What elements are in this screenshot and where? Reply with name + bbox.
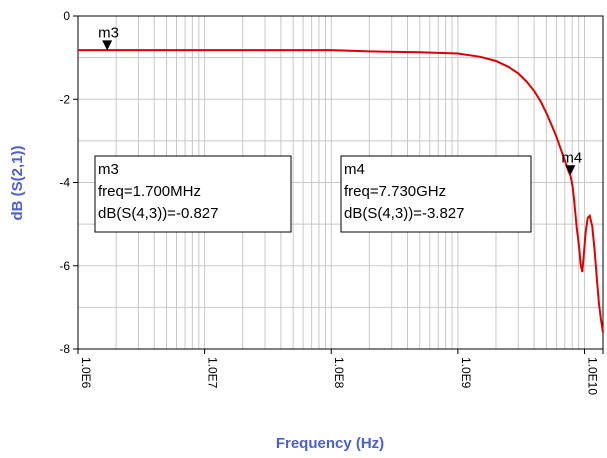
x-axis-ticks: 1.0E6 1.0E7 1.0E8 1.0E9 1.0E10 1.4E10 — [77, 349, 607, 395]
readout-box-m4: m4 freq=7.730GHz dB(S(4,3))=-3.827 — [340, 155, 532, 233]
x-tick-label: 1.4E10 — [604, 357, 607, 395]
marker-label-m3: m3 — [98, 24, 119, 41]
readout-box-border — [340, 155, 532, 233]
y-tick-label: 0 — [63, 9, 70, 23]
readout-line: m4 — [344, 161, 365, 178]
marker-label-m4: m4 — [561, 149, 582, 166]
y-tick-label: -4 — [59, 176, 70, 190]
x-tick-label: 1.0E9 — [459, 357, 473, 389]
marker-readouts: m3 freq=1.700MHz dB(S(4,3))=-0.827 m4 freq=7… — [94, 155, 532, 233]
readout-line: freq=7.730GHz — [344, 183, 446, 200]
marker-triangle-m4 — [565, 165, 576, 176]
readout-line: dB(S(4,3))=-3.827 — [344, 205, 464, 222]
y-tick-label: -6 — [59, 259, 70, 273]
readout-box-border — [94, 155, 292, 233]
markers: m3 m4 — [98, 24, 582, 176]
readout-line: freq=1.700MHz — [98, 183, 201, 200]
x-axis-title: Frequency (Hz) — [276, 435, 384, 452]
y-tick-label: -2 — [59, 92, 70, 106]
y-axis-ticks: 0 -2 -4 -6 -8 — [59, 9, 78, 356]
readout-line: dB(S(4,3))=-0.827 — [98, 205, 218, 222]
y-tick-label: -8 — [59, 342, 70, 356]
x-tick-label: 1.0E6 — [79, 357, 93, 389]
readout-box-m3: m3 freq=1.700MHz dB(S(4,3))=-0.827 — [94, 155, 292, 233]
marker-triangle-m3 — [102, 40, 113, 51]
readout-line: m3 — [98, 161, 119, 178]
y-axis-title: dB (S(2,1)) — [9, 145, 26, 220]
x-tick-label: 1.0E10 — [585, 357, 599, 395]
x-tick-label: 1.0E7 — [206, 357, 220, 389]
x-tick-label: 1.0E8 — [332, 357, 346, 389]
